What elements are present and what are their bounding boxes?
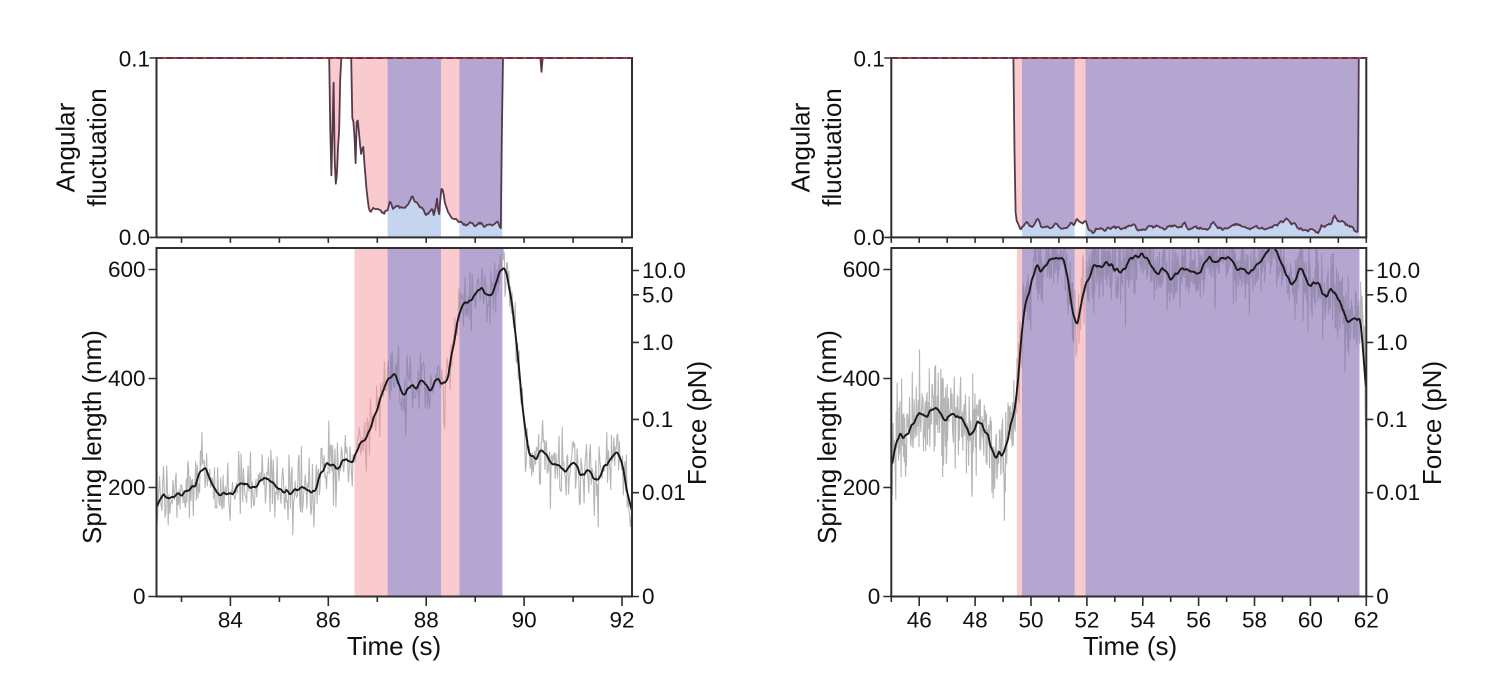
svg-text:84: 84 — [218, 608, 243, 633]
svg-text:58: 58 — [1242, 608, 1267, 633]
svg-text:0.0: 0.0 — [119, 225, 150, 250]
svg-text:0: 0 — [642, 584, 655, 609]
svg-text:400: 400 — [108, 366, 146, 391]
svg-text:0.0: 0.0 — [854, 225, 885, 250]
svg-text:88: 88 — [414, 608, 439, 633]
svg-text:60: 60 — [1298, 608, 1323, 633]
svg-text:Spring length (nm): Spring length (nm) — [812, 330, 842, 544]
svg-text:5.0: 5.0 — [642, 282, 673, 307]
svg-text:0.1: 0.1 — [1376, 407, 1407, 432]
svg-text:fluctuation: fluctuation — [82, 88, 112, 207]
svg-text:0: 0 — [1376, 584, 1389, 609]
svg-text:1.0: 1.0 — [1376, 330, 1407, 355]
svg-text:Angular: Angular — [785, 102, 815, 192]
svg-text:86: 86 — [316, 608, 341, 633]
svg-text:48: 48 — [963, 608, 988, 633]
svg-text:Time (s): Time (s) — [347, 631, 441, 661]
svg-text:200: 200 — [843, 475, 881, 500]
svg-text:0.1: 0.1 — [642, 407, 673, 432]
svg-text:46: 46 — [907, 608, 932, 633]
svg-text:400: 400 — [843, 366, 881, 391]
svg-text:0.1: 0.1 — [119, 47, 150, 72]
svg-text:1.0: 1.0 — [642, 330, 673, 355]
svg-text:600: 600 — [108, 257, 146, 282]
svg-text:fluctuation: fluctuation — [817, 88, 847, 207]
svg-text:200: 200 — [108, 475, 146, 500]
svg-text:92: 92 — [609, 608, 634, 633]
svg-text:62: 62 — [1354, 608, 1379, 633]
svg-text:Time (s): Time (s) — [1083, 631, 1177, 661]
svg-text:5.0: 5.0 — [1376, 282, 1407, 307]
svg-text:Spring length (nm): Spring length (nm) — [77, 330, 107, 544]
svg-text:0.01: 0.01 — [1376, 480, 1420, 505]
svg-text:0.1: 0.1 — [854, 47, 885, 72]
svg-text:10.0: 10.0 — [642, 258, 686, 283]
svg-text:0: 0 — [133, 584, 146, 609]
svg-text:0: 0 — [868, 584, 881, 609]
svg-text:52: 52 — [1074, 608, 1099, 633]
svg-text:0.01: 0.01 — [642, 480, 686, 505]
svg-text:600: 600 — [843, 257, 881, 282]
svg-text:10.0: 10.0 — [1376, 258, 1420, 283]
svg-text:Force (pN): Force (pN) — [1417, 361, 1447, 485]
svg-text:56: 56 — [1186, 608, 1211, 633]
svg-text:Angular: Angular — [51, 102, 81, 192]
svg-text:Force (pN): Force (pN) — [682, 361, 712, 485]
svg-text:54: 54 — [1130, 608, 1155, 633]
svg-text:50: 50 — [1018, 608, 1043, 633]
svg-text:90: 90 — [512, 608, 537, 633]
